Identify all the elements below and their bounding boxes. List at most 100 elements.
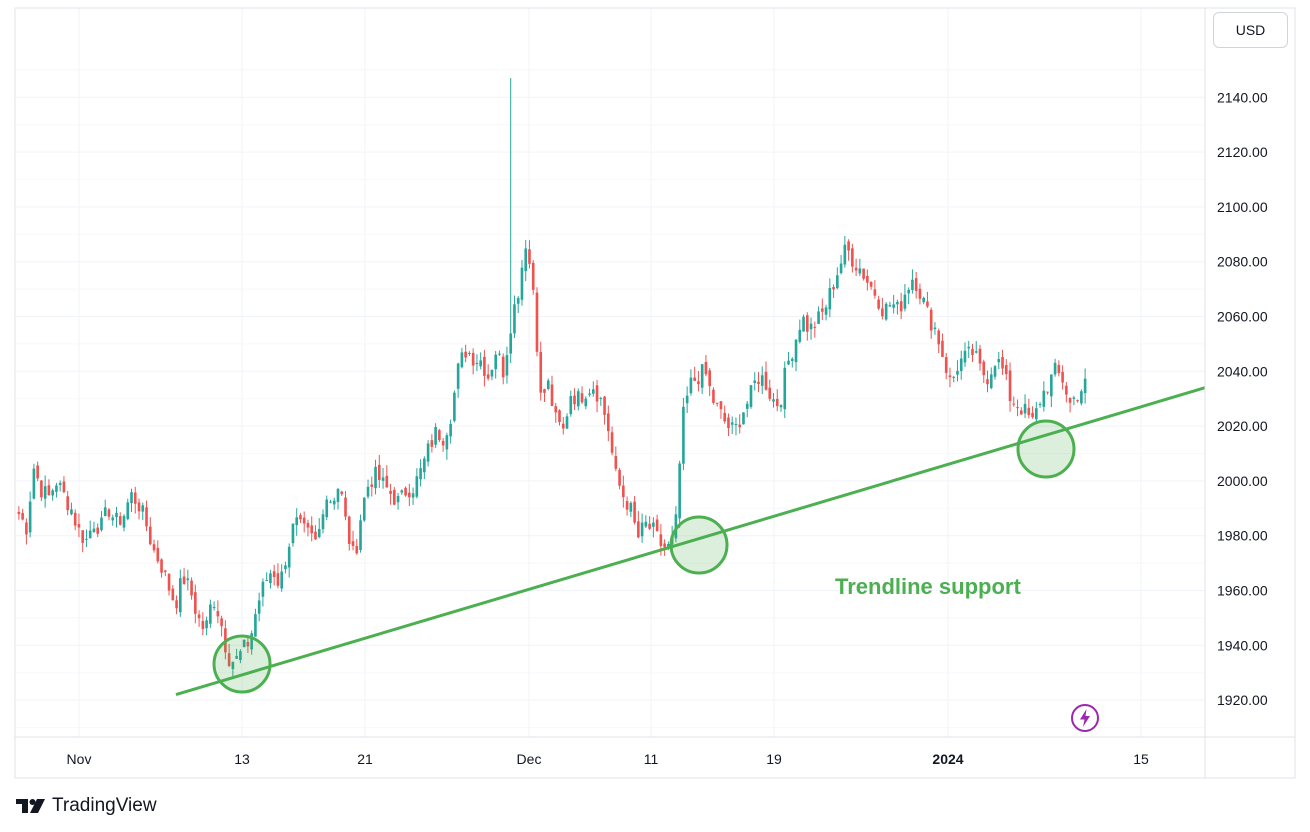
candle-body [445, 435, 449, 450]
candle-body [941, 340, 944, 357]
candle-body [997, 359, 1001, 363]
candle-body [179, 578, 182, 613]
candle-body [220, 618, 223, 627]
candle-body [494, 354, 497, 370]
touch-point-circle[interactable] [212, 634, 272, 694]
candle-body [727, 417, 730, 429]
currency-button[interactable]: USD [1213, 12, 1288, 48]
candle-body [633, 501, 636, 523]
candle-body [513, 304, 516, 334]
candle-body [55, 485, 58, 492]
candle-body [66, 496, 69, 511]
candle-body [862, 268, 865, 279]
candle-body [768, 387, 772, 399]
candle-body [306, 522, 310, 528]
candle-body [745, 403, 749, 409]
candle-body [723, 412, 727, 422]
candle-body [163, 570, 167, 572]
candle-body [685, 395, 689, 404]
candle-body [246, 641, 250, 647]
candle-body [573, 395, 576, 405]
candle-body [47, 485, 51, 496]
candle-body [933, 327, 937, 330]
grid [15, 8, 1205, 737]
candle-body [1083, 378, 1087, 394]
lightning-button[interactable] [1070, 703, 1100, 733]
candle-body [652, 522, 655, 527]
candle-body [362, 497, 366, 521]
candle-body [884, 303, 888, 320]
tradingview-brand[interactable]: TradingView [16, 794, 157, 818]
touch-point-circle[interactable] [1016, 419, 1076, 479]
price-tick-label: 1980.00 [1217, 528, 1268, 544]
candle-body [821, 308, 824, 312]
candle-body [1038, 404, 1042, 406]
candle-body [539, 352, 543, 393]
candle-body [854, 267, 858, 271]
candle-body [952, 376, 956, 378]
time-tick-label: 13 [234, 751, 250, 767]
candle-body [625, 501, 629, 510]
tradingview-logo-icon [16, 799, 45, 813]
candle-body [535, 292, 539, 352]
trendline-support[interactable] [175, 386, 1206, 697]
candle-body [1004, 365, 1008, 375]
brand-name: TradingView [52, 795, 157, 816]
candle-body [336, 488, 340, 502]
candle-body [194, 592, 197, 614]
time-tick-label: 19 [766, 751, 782, 767]
candle-body [836, 275, 839, 289]
candle-body [40, 480, 43, 498]
candle-body [892, 304, 895, 308]
candle-body [824, 307, 828, 315]
candle-body [911, 279, 914, 291]
candle-body [1001, 357, 1004, 369]
candle-body [490, 369, 494, 377]
candle-body [963, 350, 967, 363]
candle-body [400, 490, 404, 493]
candle-body [325, 499, 329, 518]
price-tick-label: 2020.00 [1217, 418, 1268, 434]
candle-body [1019, 410, 1023, 415]
candle-body [438, 430, 441, 441]
candle-body [888, 305, 892, 307]
candle-body [92, 528, 96, 533]
candle-body [404, 487, 407, 496]
candle-body [622, 485, 625, 498]
candle-body [839, 263, 843, 274]
candle-body [111, 517, 115, 521]
candle-body [760, 375, 764, 386]
price-tick-label: 1920.00 [1217, 692, 1268, 708]
candle-body [498, 353, 501, 355]
price-tick-label: 1960.00 [1217, 583, 1268, 599]
trendline-layer[interactable] [175, 386, 1206, 697]
candle-body [603, 396, 606, 415]
candle-body [794, 339, 798, 363]
candle-body [764, 371, 768, 390]
candle-body [922, 297, 925, 303]
candle-body [122, 515, 126, 528]
touch-point-circle[interactable] [669, 515, 729, 575]
candle-body [565, 416, 569, 429]
candle-body [896, 301, 899, 305]
candle-body [753, 380, 757, 383]
candle-body [697, 381, 700, 385]
candle-body [212, 606, 216, 608]
candle-body [655, 519, 659, 532]
candle-body [847, 241, 850, 251]
candle-body [869, 281, 873, 287]
candle-body [115, 512, 118, 518]
candle-body [182, 576, 186, 584]
candle-body [242, 639, 246, 648]
candle-body [269, 573, 272, 584]
candle-body [58, 482, 62, 485]
candle-body [148, 526, 152, 545]
candle-body [479, 360, 482, 367]
lightning-icon [1071, 704, 1099, 732]
price-tick-label: 2140.00 [1217, 89, 1268, 105]
candle-body [1068, 397, 1072, 403]
candle-body [355, 545, 359, 554]
candle-body [520, 267, 524, 300]
